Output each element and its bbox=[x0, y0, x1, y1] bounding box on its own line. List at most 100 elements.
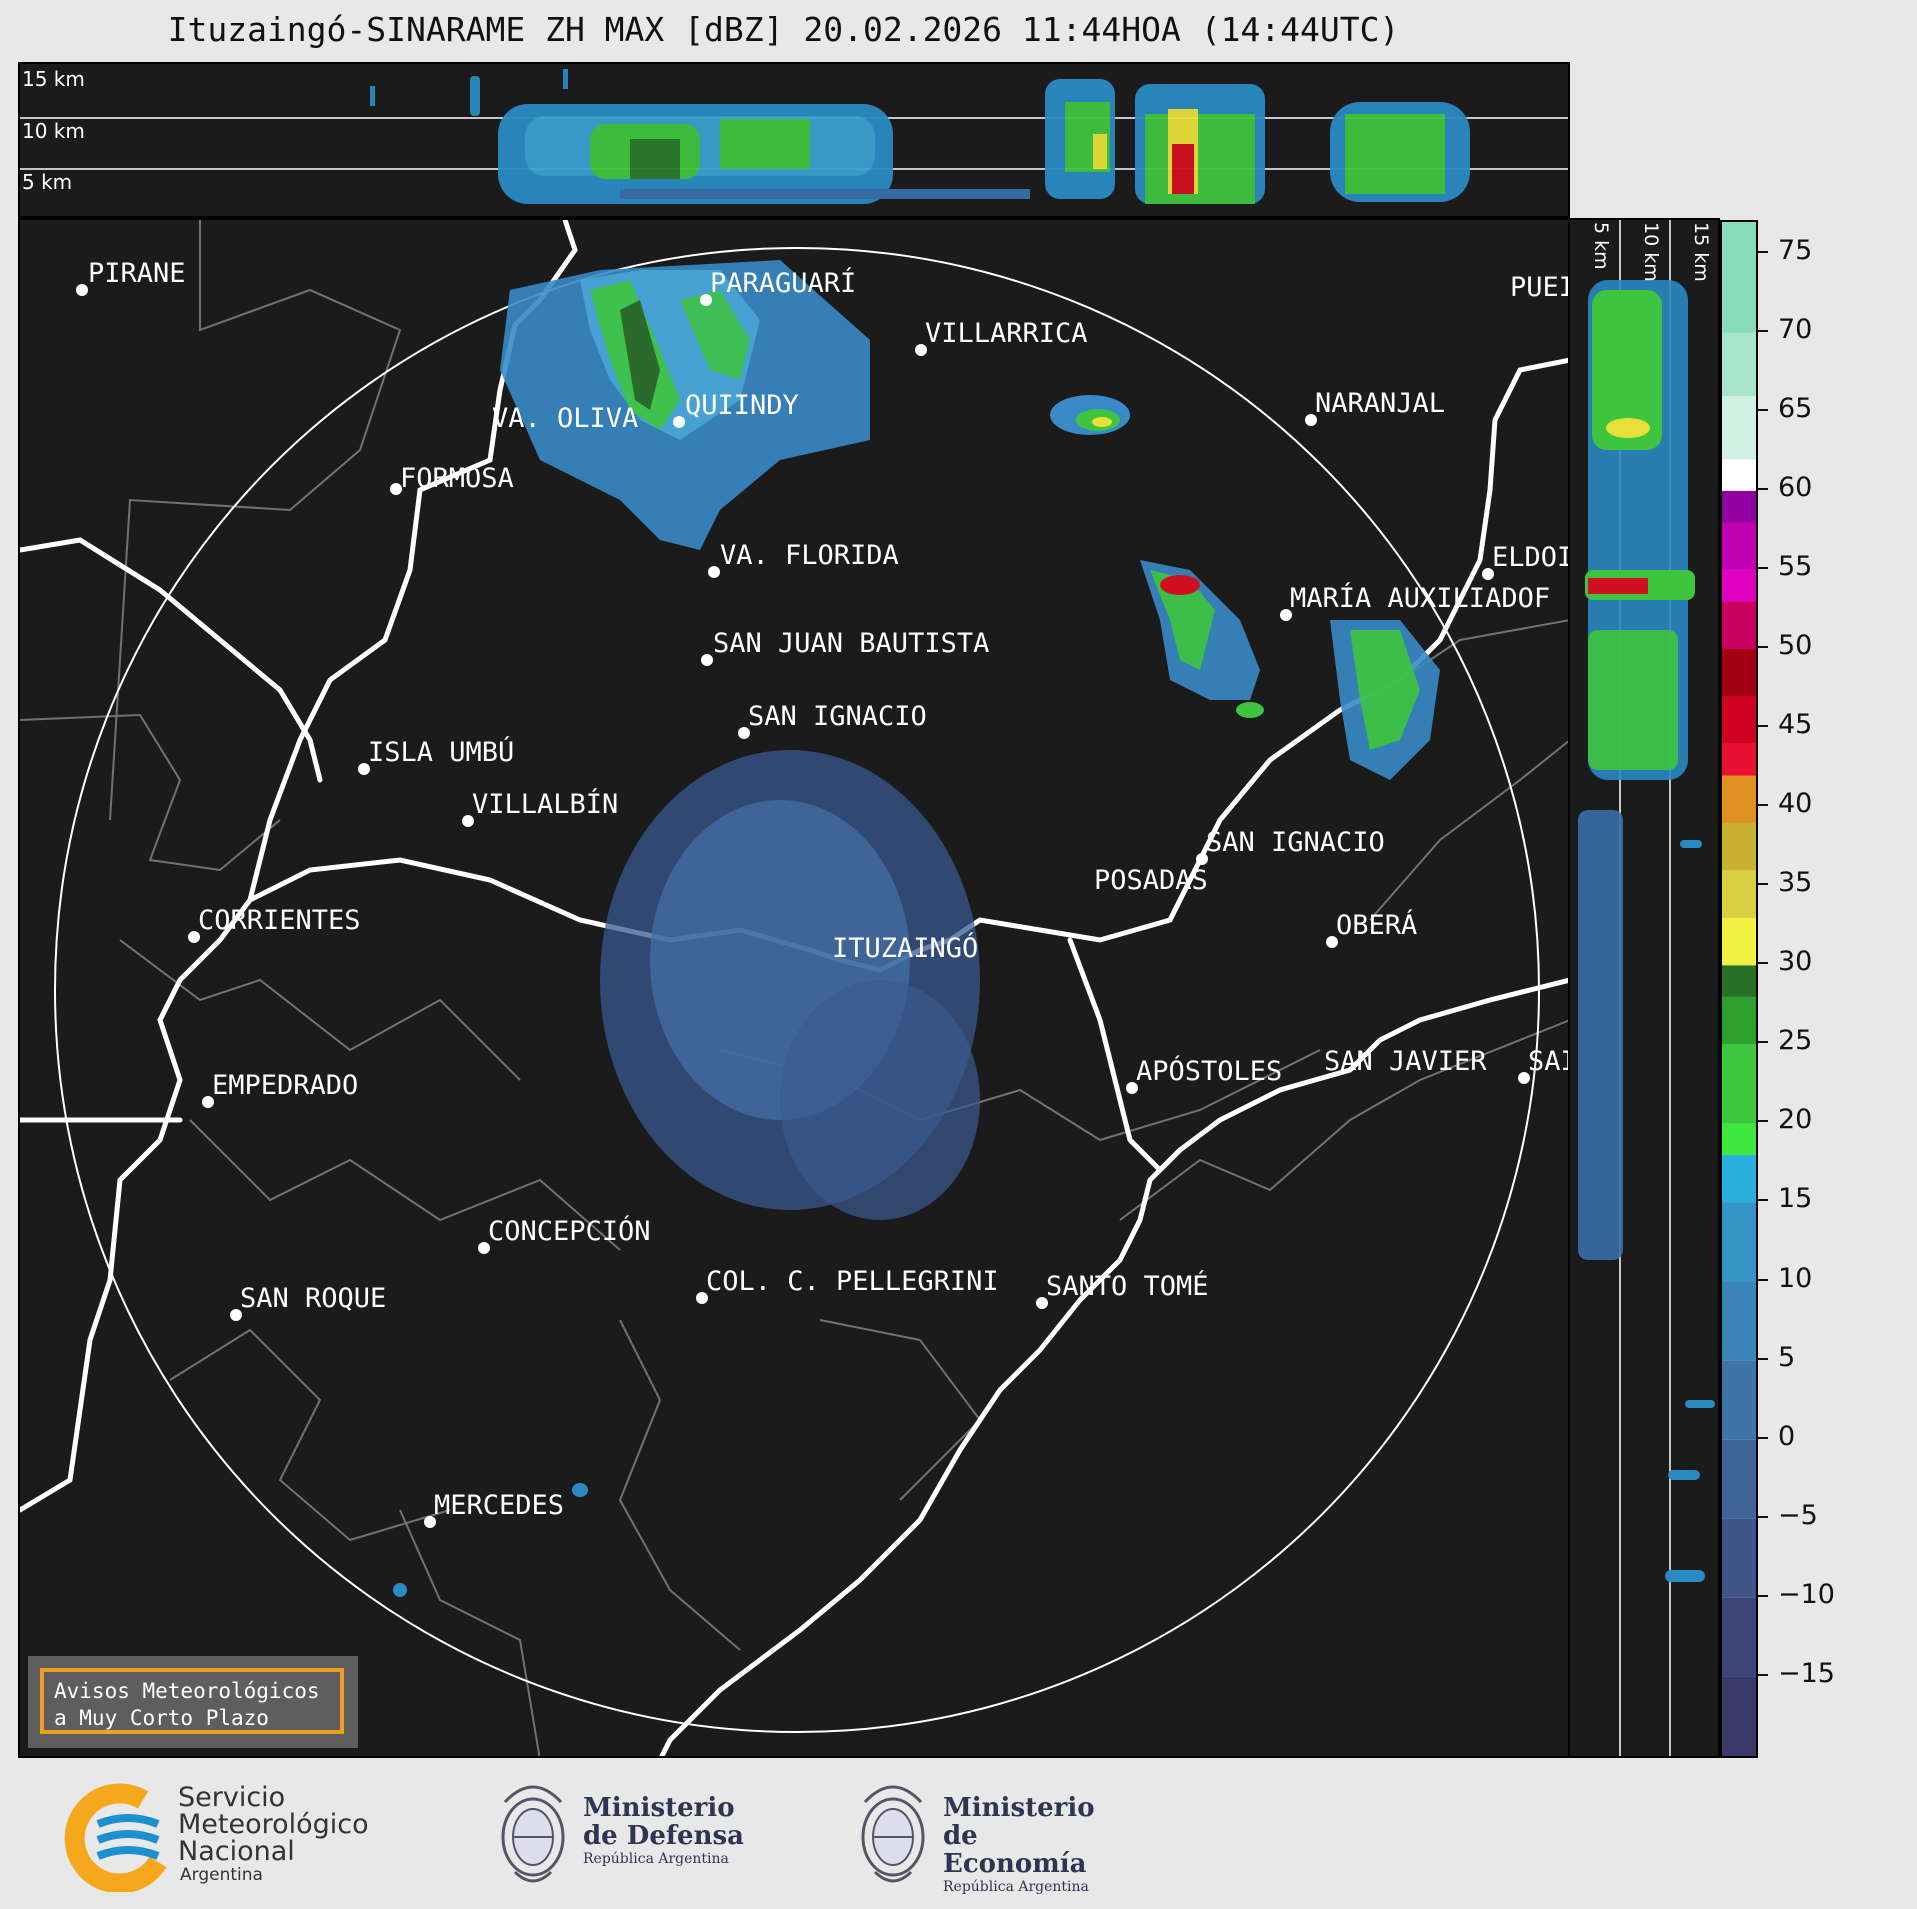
colorbar-tick-label: 20 bbox=[1778, 1104, 1813, 1136]
colorbar-band bbox=[1722, 648, 1756, 697]
top-alt-15km: 15 km bbox=[22, 67, 85, 91]
colorbar-band bbox=[1722, 569, 1756, 602]
coat-of-arms-icon bbox=[501, 1785, 565, 1883]
city-concepcion: CONCEPCIÓN bbox=[478, 1216, 651, 1254]
aviso-line2: a Muy Corto Plazo bbox=[54, 1706, 269, 1730]
colorbar-band bbox=[1722, 696, 1756, 744]
colorbar-band bbox=[1722, 395, 1756, 460]
city-obera: OBERÁ bbox=[1326, 910, 1417, 948]
colorbar-tick-label: 50 bbox=[1778, 629, 1813, 661]
city-eldoi: ELDOI bbox=[1482, 542, 1568, 580]
colorbar-band bbox=[1722, 1123, 1756, 1156]
colorbar-tick-mark bbox=[1758, 1199, 1768, 1202]
colorbar-tick-label: 75 bbox=[1778, 234, 1813, 266]
colorbar-band bbox=[1722, 1202, 1756, 1282]
smn-line4: Argentina bbox=[180, 1865, 263, 1885]
colorbar-tick-mark bbox=[1758, 250, 1768, 253]
coat-of-arms-icon bbox=[861, 1785, 925, 1883]
colorbar-tick-mark bbox=[1758, 1278, 1768, 1281]
colorbar-tick-mark bbox=[1758, 1120, 1768, 1123]
city-san-javier: SAN JAVIER bbox=[1324, 1046, 1487, 1077]
colorbar-tick-label: 0 bbox=[1778, 1420, 1796, 1452]
smn-line1: Servicio bbox=[178, 1782, 286, 1813]
colorbar-band bbox=[1722, 1281, 1756, 1361]
city-ituzaingo: ITUZAINGÓ bbox=[832, 933, 979, 964]
colorbar-tick-label: 25 bbox=[1778, 1025, 1813, 1057]
colorbar-tick-label: 15 bbox=[1778, 1183, 1813, 1215]
city-va-florida: VA. FLORIDA bbox=[708, 540, 899, 578]
colorbar-band bbox=[1722, 1676, 1756, 1756]
city-san-ignacio-py: SAN IGNACIO bbox=[738, 701, 927, 739]
economia-line2: de Economía bbox=[943, 1821, 1087, 1879]
colorbar-tick-mark bbox=[1758, 329, 1768, 332]
top-alt-10km: 10 km bbox=[22, 119, 85, 143]
colorbar-band bbox=[1722, 222, 1756, 333]
city-isla-umbu: ISLA UMBÚ bbox=[358, 737, 514, 775]
smn-line3: Nacional bbox=[178, 1836, 295, 1867]
side-profile-echoes bbox=[1578, 220, 1715, 1756]
colorbar-band bbox=[1722, 917, 1756, 966]
colorbar-band bbox=[1722, 1360, 1756, 1440]
colorbar-tick-label: −10 bbox=[1778, 1578, 1835, 1610]
side-alt-5km: 5 km bbox=[1590, 222, 1612, 270]
colorbar-tick-mark bbox=[1758, 962, 1768, 965]
colorbar-tick-label: 55 bbox=[1778, 550, 1813, 582]
colorbar-band bbox=[1722, 822, 1756, 871]
city-sai: SAI bbox=[1518, 1046, 1568, 1084]
side-alt-10km: 10 km bbox=[1640, 222, 1662, 282]
colorbar-tick-mark bbox=[1758, 408, 1768, 411]
city-san-ignacio-ar: SAN IGNACIO bbox=[1196, 827, 1385, 865]
colorbar-band bbox=[1722, 1155, 1756, 1203]
smn-line2: Meteorológico bbox=[178, 1809, 369, 1840]
colorbar-tick-mark bbox=[1758, 487, 1768, 490]
economia-line3: República Argentina bbox=[943, 1879, 1089, 1895]
colorbar-tick-mark bbox=[1758, 1594, 1768, 1597]
aviso-line1: Avisos Meteorológicos bbox=[54, 1679, 320, 1703]
colorbar-band bbox=[1722, 1597, 1756, 1677]
colorbar-band bbox=[1722, 332, 1756, 396]
aviso-panel[interactable]: Avisos Meteorológicos a Muy Corto Plazo bbox=[28, 1656, 358, 1748]
defensa-logo: Ministerio de Defensa República Argentin… bbox=[495, 1772, 755, 1897]
city-villarrica: VILLARRICA bbox=[915, 318, 1088, 356]
city-col-c-pellegrini: COL. C. PELLEGRINI bbox=[696, 1266, 999, 1304]
colorbar-tick-mark bbox=[1758, 1673, 1768, 1676]
colorbar-band bbox=[1722, 743, 1756, 776]
radar-map: PIRANE PARAGUARÍ VILLARRICA PUEI VA. OLI… bbox=[18, 218, 1570, 1758]
city-san-juan-bautista: SAN JUAN BAUTISTA bbox=[701, 628, 989, 666]
city-posadas: POSADAS bbox=[1094, 865, 1208, 896]
colorbar-tick-label: 30 bbox=[1778, 946, 1813, 978]
city-puei: PUEI bbox=[1510, 272, 1570, 303]
colorbar-tick-mark bbox=[1758, 1436, 1768, 1439]
colorbar-band bbox=[1722, 1439, 1756, 1519]
colorbar-tick-label: −15 bbox=[1778, 1657, 1835, 1689]
colorbar-tick-mark bbox=[1758, 883, 1768, 886]
colorbar-band bbox=[1722, 601, 1756, 649]
colorbar-tick-label: 10 bbox=[1778, 1262, 1813, 1294]
side-alt-15km: 15 km bbox=[1690, 222, 1712, 282]
city-empedrado: EMPEDRADO bbox=[202, 1070, 358, 1108]
smn-logo: Servicio Meteorológico Nacional Argentin… bbox=[58, 1782, 388, 1892]
map-title: Ituzaingó-SINARAME ZH MAX [dBZ] 20.02.20… bbox=[167, 10, 1400, 49]
colorbar-tick-mark bbox=[1758, 1041, 1768, 1044]
economia-logo: Ministerio de Economía República Argenti… bbox=[855, 1772, 1125, 1897]
colorbar-band bbox=[1722, 1044, 1756, 1124]
colorbar-tick-label: 65 bbox=[1778, 392, 1813, 424]
colorbar-tick-mark bbox=[1758, 1357, 1768, 1360]
colorbar-tick-label: 45 bbox=[1778, 709, 1813, 741]
city-paraguari: PARAGUARÍ bbox=[700, 268, 856, 306]
colorbar-tick-label: 70 bbox=[1778, 313, 1813, 345]
colorbar-tick-label: 5 bbox=[1778, 1341, 1796, 1373]
defensa-line2: de Defensa bbox=[583, 1821, 744, 1851]
map-geography bbox=[20, 220, 1568, 1756]
city-maria-auxiliadora: MARÍA AUXILIADOF bbox=[1280, 583, 1550, 621]
city-san-roque: SAN ROQUE bbox=[230, 1283, 386, 1321]
colorbar-gradient bbox=[1722, 222, 1756, 1756]
city-corrientes: CORRIENTES bbox=[188, 905, 361, 943]
city-quiindy: QUIINDY bbox=[673, 390, 799, 428]
colorbar-tick-mark bbox=[1758, 725, 1768, 728]
defensa-line3: República Argentina bbox=[583, 1851, 729, 1867]
colorbar-band bbox=[1722, 996, 1756, 1045]
colorbar-tick-mark bbox=[1758, 645, 1768, 648]
city-pirane: PIRANE bbox=[76, 258, 186, 296]
defensa-line1: Ministerio bbox=[583, 1793, 735, 1823]
